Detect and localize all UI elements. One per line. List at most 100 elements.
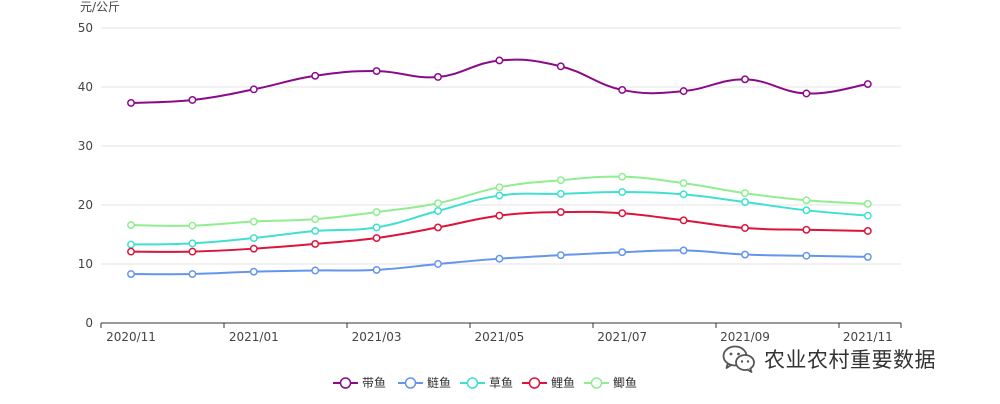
- data-point: [556, 208, 565, 217]
- data-point: [434, 73, 442, 81]
- data-point: [802, 225, 811, 234]
- data-point: [249, 217, 258, 226]
- data-point: [311, 227, 320, 235]
- x-tick-label: 2021/07: [597, 330, 647, 344]
- data-point: [741, 189, 749, 198]
- data-point: [863, 227, 872, 235]
- x-tick-label: 2021/11: [843, 330, 893, 344]
- watermark-text: 农业农村重要数据: [764, 348, 936, 372]
- legend-label: 草鱼: [489, 376, 513, 390]
- legend-swatch-marker: [466, 377, 479, 389]
- legend-label: 带鱼: [362, 376, 386, 390]
- legend-item: 鲤鱼: [522, 376, 575, 390]
- data-point: [311, 266, 320, 275]
- data-point: [802, 196, 811, 205]
- legend-swatch-marker: [528, 377, 541, 389]
- data-point: [249, 244, 258, 253]
- x-tick-label: 2020/11: [106, 330, 156, 344]
- data-point: [127, 240, 135, 249]
- y-axis-unit-label: 元/公斤: [80, 0, 120, 14]
- data-point: [556, 62, 565, 71]
- legend-item: 鲫鱼: [584, 376, 637, 390]
- series-3: [127, 188, 872, 249]
- data-point: [434, 260, 442, 268]
- data-point: [311, 239, 320, 248]
- data-point: [741, 75, 749, 84]
- data-point: [802, 89, 811, 98]
- data-point: [372, 67, 381, 76]
- series-5: [127, 172, 872, 230]
- data-point: [556, 251, 565, 260]
- data-point: [249, 267, 258, 276]
- series-4: [127, 208, 872, 256]
- legend: 带鱼 鲢鱼 草鱼 鲤鱼 鲫鱼: [333, 375, 637, 390]
- legend-label: 鲢鱼: [427, 375, 451, 390]
- data-point: [618, 86, 627, 94]
- data-point: [127, 247, 135, 256]
- x-tick-label: 2021/05: [474, 330, 524, 344]
- data-point: [618, 188, 627, 196]
- wechat-icon: [722, 345, 755, 373]
- data-point: [434, 199, 442, 208]
- x-tick-label: 2021/09: [720, 330, 770, 344]
- data-point: [495, 56, 504, 65]
- y-tick-label: 0: [85, 316, 93, 330]
- legend-swatch-marker: [404, 377, 417, 389]
- data-point: [188, 239, 197, 248]
- data-point: [434, 223, 442, 232]
- data-point: [188, 270, 197, 278]
- data-point: [311, 71, 320, 80]
- data-point: [679, 179, 688, 188]
- legend-item: 鲢鱼: [398, 375, 451, 390]
- legend-label: 鲫鱼: [613, 376, 637, 390]
- data-point: [679, 246, 688, 255]
- data-point: [127, 98, 135, 107]
- data-point: [372, 234, 381, 242]
- data-point: [679, 87, 688, 96]
- data-point: [741, 198, 749, 207]
- data-point: [863, 80, 872, 89]
- data-point: [127, 270, 135, 278]
- legend-item: 带鱼: [333, 376, 386, 390]
- y-tick-label: 30: [78, 139, 93, 153]
- data-point: [311, 215, 320, 224]
- series-1: [127, 56, 872, 107]
- data-point: [556, 176, 565, 185]
- data-point: [679, 190, 688, 199]
- axes: 0 10 20 30 40 50 2020/11 2021/01 2021/03 2021/05 2…: [78, 21, 902, 344]
- x-tick-label: 2021/03: [352, 330, 402, 344]
- data-point: [863, 211, 872, 220]
- legend-item: 草鱼: [460, 376, 513, 390]
- data-point: [863, 199, 872, 208]
- data-point: [188, 96, 197, 104]
- data-point: [495, 254, 504, 263]
- data-point: [249, 85, 258, 94]
- x-tick-label: 2021/01: [229, 330, 279, 344]
- y-tick-label: 10: [78, 257, 93, 271]
- y-tick-label: 40: [78, 80, 93, 94]
- data-point: [127, 221, 135, 230]
- data-point: [802, 206, 811, 215]
- grid-lines: [101, 27, 901, 265]
- data-point: [372, 223, 381, 232]
- data-point: [741, 250, 749, 259]
- data-point: [863, 252, 872, 261]
- data-point: [249, 234, 258, 242]
- data-point: [618, 209, 627, 218]
- data-point: [618, 172, 627, 181]
- watermark: 农业农村重要数据: [722, 342, 936, 376]
- data-point: [618, 248, 627, 257]
- data-point: [188, 247, 197, 256]
- data-point: [495, 183, 504, 192]
- legend-swatch-marker: [590, 377, 603, 389]
- data-point: [495, 191, 504, 200]
- y-tick-label: 50: [78, 21, 93, 35]
- data-point: [741, 224, 749, 232]
- data-point: [434, 206, 442, 215]
- data-point: [495, 211, 504, 220]
- data-point: [679, 216, 688, 225]
- data-point: [802, 251, 811, 260]
- y-tick-label: 20: [78, 198, 93, 212]
- legend-label: 鲤鱼: [551, 376, 575, 390]
